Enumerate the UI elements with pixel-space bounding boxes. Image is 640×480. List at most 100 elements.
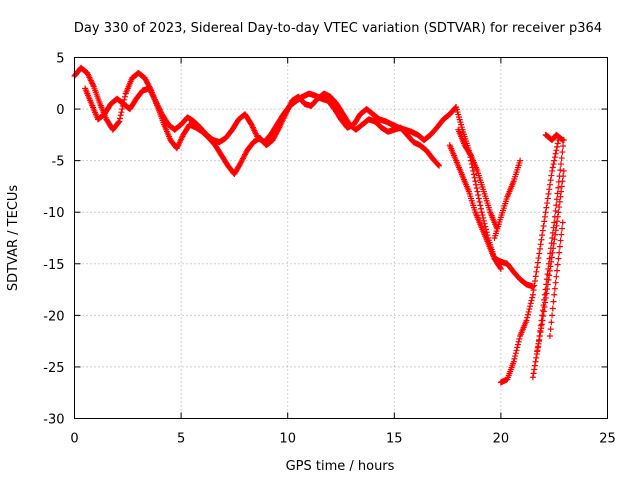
data-point: [554, 267, 561, 274]
series-track-j: [542, 131, 566, 144]
data-point: [470, 171, 477, 178]
data-point: [548, 172, 555, 179]
data-point: [559, 219, 566, 226]
data-point: [524, 311, 531, 318]
data-point: [552, 227, 559, 234]
data-point: [534, 264, 541, 271]
data-point: [525, 308, 532, 315]
y-tick-label: 5: [56, 52, 64, 67]
data-point: [548, 319, 555, 326]
data-point: [515, 338, 522, 345]
data-point: [497, 265, 504, 272]
data-point: [533, 354, 540, 361]
x-tick-label: 20: [493, 432, 510, 447]
data-point: [116, 115, 123, 122]
data-point: [540, 222, 547, 229]
data-point: [532, 277, 539, 284]
data-point: [435, 161, 442, 168]
data-point: [473, 181, 480, 188]
data-point: [524, 314, 531, 321]
x-tick-label: 0: [70, 432, 78, 447]
data-point: [512, 350, 519, 357]
data-point: [556, 198, 563, 205]
data-point: [532, 273, 539, 280]
x-tick-label: 10: [279, 432, 296, 447]
data-points: [71, 64, 567, 386]
data-point: [118, 109, 125, 116]
series-track-h: [534, 167, 567, 355]
data-point: [478, 205, 485, 212]
data-point: [528, 297, 535, 304]
data-point: [554, 143, 561, 150]
data-point: [547, 326, 554, 333]
data-point: [558, 155, 565, 162]
data-point: [555, 209, 562, 216]
data-point: [546, 267, 553, 274]
x-tick-label: 25: [599, 432, 616, 447]
data-point: [554, 218, 561, 225]
data-point: [121, 93, 128, 100]
data-point: [548, 254, 555, 261]
data-point: [556, 249, 563, 256]
data-point: [527, 300, 534, 307]
data-point: [480, 214, 487, 221]
data-point: [539, 232, 546, 239]
data-point: [553, 273, 560, 280]
data-point: [549, 312, 556, 319]
data-point: [550, 161, 557, 168]
y-tick-label: -15: [43, 258, 64, 273]
data-point: [513, 347, 520, 354]
data-point: [549, 249, 556, 256]
series-track-b: [82, 85, 536, 290]
series-track-d: [455, 126, 500, 231]
data-point: [540, 308, 547, 315]
x-axis-label: GPS time / hours: [286, 459, 395, 474]
data-point: [552, 231, 559, 238]
data-point: [542, 299, 549, 306]
data-point: [536, 245, 543, 252]
data-point: [550, 298, 557, 305]
data-point: [539, 317, 546, 324]
x-tick-label: 5: [177, 432, 185, 447]
series-track-f: [497, 137, 562, 386]
data-point: [558, 231, 565, 238]
data-point: [541, 213, 548, 220]
data-point: [533, 268, 540, 275]
data-point: [549, 305, 556, 312]
data-point: [119, 106, 126, 113]
data-point: [547, 177, 554, 184]
data-point: [552, 207, 559, 214]
data-point: [523, 317, 530, 324]
data-point: [559, 225, 566, 232]
data-point: [556, 204, 563, 211]
data-point: [542, 209, 549, 216]
data-point: [539, 312, 546, 319]
x-tick-label: 15: [386, 432, 403, 447]
data-point: [539, 307, 546, 314]
data-point: [474, 188, 481, 195]
plot-frame: [74, 57, 608, 419]
data-point: [116, 118, 123, 125]
data-point: [510, 358, 517, 365]
y-axis-label: SDTVAR / TECUs: [6, 185, 21, 292]
data-point: [555, 184, 562, 191]
data-point: [475, 192, 482, 199]
data-point: [553, 147, 560, 154]
y-tick-label: -10: [43, 206, 64, 221]
data-point: [540, 313, 547, 320]
data-point: [538, 321, 545, 328]
data-point: [477, 202, 484, 209]
data-point: [550, 240, 557, 247]
data-point: [544, 285, 551, 292]
data-point: [511, 355, 518, 362]
data-point: [529, 291, 536, 298]
data-point: [554, 261, 561, 268]
data-point: [475, 195, 482, 202]
data-point: [478, 209, 485, 216]
data-point: [559, 137, 566, 144]
grid-lines: [74, 57, 608, 419]
data-point: [514, 341, 521, 348]
data-point: [479, 212, 486, 219]
data-point: [472, 178, 479, 185]
data-point: [556, 243, 563, 250]
